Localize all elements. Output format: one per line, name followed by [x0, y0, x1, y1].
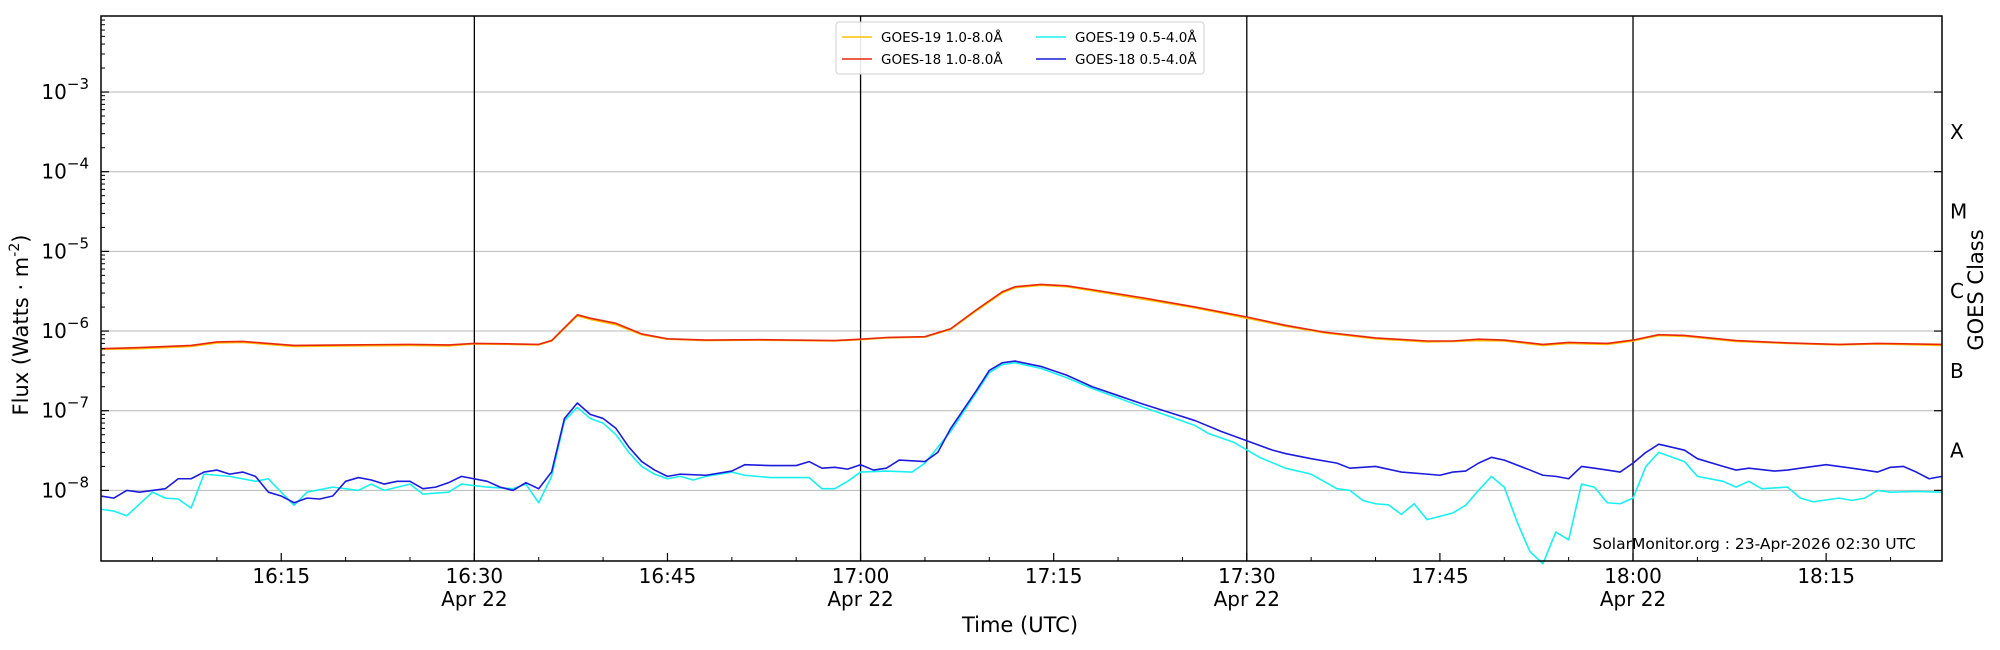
- tick-layer: [101, 15, 1942, 561]
- x-tick-label: 16:45: [639, 564, 697, 588]
- series-layer: [100, 283, 1943, 565]
- x-tick-label: 17:00: [832, 564, 890, 588]
- vertical-marker-layer: [473, 16, 1634, 561]
- y-tick-label: 10−8: [41, 473, 89, 502]
- legend-label-goes18-short: GOES-18 0.5-4.0Å: [1075, 51, 1197, 68]
- goes-class-label: A: [1950, 439, 1964, 463]
- legend-label-goes19-long: GOES-19 1.0-8.0Å: [881, 29, 1003, 46]
- x-axis-title: Time (UTC): [961, 613, 1078, 637]
- goes-class-label: M: [1950, 200, 1967, 224]
- x-tick-label: 16:15: [252, 564, 310, 588]
- legend: GOES-19 1.0-8.0Å GOES-18 1.0-8.0Å GOES-1…: [835, 21, 1205, 75]
- credit-text: SolarMonitor.org : 23-Apr-2026 02:30 UTC: [1592, 535, 1916, 553]
- y-tick-label: 10−4: [41, 155, 89, 184]
- goes-class-label: B: [1950, 359, 1964, 383]
- x-tick-date-label: Apr 22: [1214, 587, 1280, 611]
- legend-label-goes18-long: GOES-18 1.0-8.0Å: [881, 51, 1003, 68]
- series-line-2: [100, 361, 1943, 565]
- legend-label-goes19-short: GOES-19 0.5-4.0Å: [1075, 29, 1197, 46]
- x-tick-label: 18:15: [1797, 564, 1855, 588]
- y-tick-label: 10−3: [41, 75, 89, 104]
- x-tick-label: 17:30: [1218, 564, 1276, 588]
- x-tick-label: 17:15: [1025, 564, 1083, 588]
- x-tick-label: 18:00: [1604, 564, 1662, 588]
- x-tick-date-label: Apr 22: [441, 587, 507, 611]
- goes-class-label: C: [1950, 279, 1964, 303]
- goes-class-label: X: [1950, 120, 1964, 144]
- y-tick-label: 10−5: [41, 234, 89, 263]
- legend-box: [835, 21, 1205, 75]
- goes-class-axis-title: GOES Class: [1964, 229, 1988, 350]
- grid-layer: [101, 91, 1942, 491]
- series-line-3: [100, 360, 1943, 504]
- series-line-1: [100, 283, 1943, 350]
- y-tick-label: 10−7: [41, 394, 89, 423]
- y-tick-label: 10−6: [41, 314, 89, 343]
- x-tick-date-label: Apr 22: [827, 587, 893, 611]
- x-tick-date-label: Apr 22: [1600, 587, 1666, 611]
- x-tick-label: 16:30: [446, 564, 504, 588]
- plot-frame: [100, 15, 1943, 562]
- x-tick-label: 17:45: [1411, 564, 1469, 588]
- series-line-0: [100, 284, 1943, 351]
- y-axis-title: Flux (Watts · m-2): [7, 235, 33, 416]
